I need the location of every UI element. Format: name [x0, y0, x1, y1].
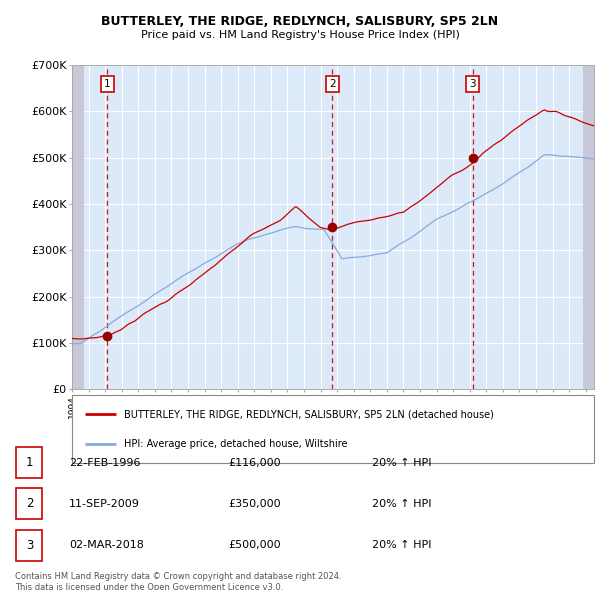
Text: BUTTERLEY, THE RIDGE, REDLYNCH, SALISBURY, SP5 2LN: BUTTERLEY, THE RIDGE, REDLYNCH, SALISBUR…: [101, 15, 499, 28]
Text: Price paid vs. HM Land Registry's House Price Index (HPI): Price paid vs. HM Land Registry's House …: [140, 30, 460, 40]
Text: 3: 3: [26, 539, 33, 552]
Text: BUTTERLEY, THE RIDGE, REDLYNCH, SALISBURY, SP5 2LN (detached house): BUTTERLEY, THE RIDGE, REDLYNCH, SALISBUR…: [124, 409, 494, 419]
Text: HPI: Average price, detached house, Wiltshire: HPI: Average price, detached house, Wilt…: [124, 439, 348, 449]
Text: Contains HM Land Registry data © Crown copyright and database right 2024.: Contains HM Land Registry data © Crown c…: [15, 572, 341, 581]
Text: 11-SEP-2009: 11-SEP-2009: [69, 499, 140, 509]
FancyBboxPatch shape: [72, 395, 594, 463]
FancyBboxPatch shape: [16, 447, 43, 478]
Text: 1: 1: [104, 80, 110, 89]
FancyBboxPatch shape: [16, 530, 43, 560]
Text: This data is licensed under the Open Government Licence v3.0.: This data is licensed under the Open Gov…: [15, 583, 283, 590]
Text: 20% ↑ HPI: 20% ↑ HPI: [372, 458, 431, 467]
Text: 3: 3: [469, 80, 476, 89]
Text: £350,000: £350,000: [228, 499, 281, 509]
Text: 1: 1: [26, 456, 33, 469]
Text: £500,000: £500,000: [228, 540, 281, 550]
Text: 2: 2: [329, 80, 335, 89]
Bar: [583, 65, 594, 389]
Text: 20% ↑ HPI: 20% ↑ HPI: [372, 540, 431, 550]
FancyBboxPatch shape: [16, 489, 43, 519]
Text: 2: 2: [26, 497, 33, 510]
Text: 02-MAR-2018: 02-MAR-2018: [69, 540, 144, 550]
Text: 22-FEB-1996: 22-FEB-1996: [69, 458, 140, 467]
Bar: [72, 65, 85, 389]
Text: £116,000: £116,000: [228, 458, 281, 467]
Text: 20% ↑ HPI: 20% ↑ HPI: [372, 499, 431, 509]
